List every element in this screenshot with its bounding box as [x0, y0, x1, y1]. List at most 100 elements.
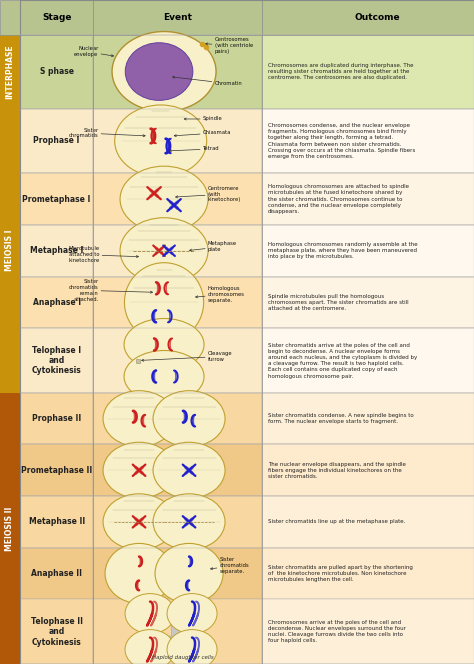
Bar [20, 599, 93, 664]
Ellipse shape [125, 594, 175, 633]
Text: MEIOSIS I: MEIOSIS I [6, 230, 14, 272]
Ellipse shape [103, 494, 175, 550]
Text: The nuclear envelope disappears, and the spindle
fibers engage the individual ki: The nuclear envelope disappears, and the… [268, 461, 406, 479]
Bar [0, 393, 20, 664]
Ellipse shape [125, 629, 175, 664]
Bar [262, 225, 474, 276]
Text: INTERPHASE: INTERPHASE [6, 44, 14, 99]
Text: Sister chromatids arrive at the poles of the cell and
begin to decondense. A nuc: Sister chromatids arrive at the poles of… [268, 343, 417, 378]
Ellipse shape [125, 42, 193, 100]
Bar [20, 496, 93, 548]
Text: Homologous
chromosomes
separate.: Homologous chromosomes separate. [196, 286, 245, 303]
Ellipse shape [125, 263, 204, 342]
Bar [20, 0, 474, 35]
Ellipse shape [153, 442, 225, 498]
Bar [262, 35, 474, 109]
Text: Homologous chromosomes are attached to spindle
microtubules at the fused kinetoc: Homologous chromosomes are attached to s… [268, 185, 409, 214]
Ellipse shape [153, 390, 225, 447]
Bar [262, 109, 474, 173]
Bar [93, 225, 262, 276]
Text: Sister chromatids are pulled apart by the shortening
of  the kinetochore microtu: Sister chromatids are pulled apart by th… [268, 564, 412, 582]
Bar [20, 548, 93, 599]
Bar [262, 599, 474, 664]
Ellipse shape [167, 594, 217, 633]
Polygon shape [168, 338, 187, 383]
Bar [262, 548, 474, 599]
Polygon shape [168, 555, 187, 592]
Ellipse shape [167, 629, 217, 664]
Bar [262, 328, 474, 393]
Text: Metaphase II: Metaphase II [28, 517, 85, 527]
Polygon shape [168, 284, 187, 320]
Text: Haploid daughter cells: Haploid daughter cells [152, 655, 213, 659]
Bar [93, 548, 262, 599]
Polygon shape [168, 118, 187, 163]
Text: S phase: S phase [40, 67, 73, 76]
Text: Chromosomes arrive at the poles of the cell and
decondense. Nuclear envelopes su: Chromosomes arrive at the poles of the c… [268, 620, 406, 643]
Text: Nuclear
envelope: Nuclear envelope [74, 46, 114, 57]
Text: Metaphase I: Metaphase I [30, 246, 83, 255]
Text: Telophase II
and
Cytokinesis: Telophase II and Cytokinesis [31, 617, 82, 647]
Ellipse shape [103, 442, 175, 498]
Bar [0, 0, 20, 35]
Bar [93, 276, 262, 328]
Bar [93, 496, 262, 548]
Text: Anaphase II: Anaphase II [31, 569, 82, 578]
Text: Sister
chromatids
separate.: Sister chromatids separate. [210, 557, 249, 574]
Bar [93, 444, 262, 496]
Bar [93, 109, 262, 173]
Ellipse shape [105, 543, 173, 604]
Text: Sister
chromatids
remain
attached.: Sister chromatids remain attached. [69, 279, 153, 301]
Text: Stage: Stage [42, 13, 72, 22]
Text: Microtubule
attached to
kinetochore: Microtubule attached to kinetochore [68, 246, 138, 263]
Text: Centromere
(with
kinetochore): Centromere (with kinetochore) [175, 186, 241, 203]
Text: Event: Event [163, 13, 192, 22]
Bar [262, 393, 474, 444]
Bar [20, 109, 93, 173]
Ellipse shape [155, 543, 223, 604]
Polygon shape [168, 609, 187, 654]
Bar [262, 276, 474, 328]
Text: Chromatin: Chromatin [173, 76, 242, 86]
Ellipse shape [115, 105, 207, 177]
Bar [20, 173, 93, 225]
Text: Sister chromatids line up at the metaphase plate.: Sister chromatids line up at the metapha… [268, 519, 405, 525]
Polygon shape [168, 400, 187, 437]
Bar [93, 393, 262, 444]
Bar [262, 496, 474, 548]
Text: Prophase II: Prophase II [32, 414, 81, 423]
Ellipse shape [103, 390, 175, 447]
Ellipse shape [124, 319, 204, 371]
Text: Spindle: Spindle [184, 116, 222, 122]
Bar [93, 35, 262, 109]
Ellipse shape [120, 218, 208, 284]
Bar [20, 225, 93, 276]
Text: Telophase I
and
Cytokinesis: Telophase I and Cytokinesis [32, 345, 82, 375]
Bar [93, 599, 262, 664]
Text: Tetrad: Tetrad [169, 147, 219, 152]
Text: Homologous chromosomes randomly assemble at the
metaphase plate, where they have: Homologous chromosomes randomly assemble… [268, 242, 417, 260]
Text: Chiasmata: Chiasmata [174, 131, 231, 137]
Text: Prometaphase I: Prometaphase I [22, 195, 91, 204]
Bar [93, 328, 262, 393]
Bar [20, 444, 93, 496]
Bar [136, 359, 140, 363]
Bar [262, 444, 474, 496]
Bar [20, 328, 93, 393]
Ellipse shape [153, 494, 225, 550]
Bar [93, 173, 262, 225]
Text: Anaphase I: Anaphase I [33, 298, 81, 307]
Ellipse shape [120, 166, 208, 232]
Bar [0, 109, 20, 393]
Text: Spindle microtubules pull the homologous
chromosomes apart. The sister chromatid: Spindle microtubules pull the homologous… [268, 293, 408, 311]
Text: Outcome: Outcome [355, 13, 401, 22]
Text: Cleavage
furrow: Cleavage furrow [142, 351, 232, 362]
Text: Chromosomes condense, and the nuclear envelope
fragments. Homologous chromosomes: Chromosomes condense, and the nuclear en… [268, 123, 415, 159]
Bar [0, 35, 20, 109]
Text: Prometaphase II: Prometaphase II [21, 465, 92, 475]
Text: Centrosomes
(with centriole
pairs): Centrosomes (with centriole pairs) [206, 37, 253, 54]
Polygon shape [168, 504, 187, 540]
Text: Chromosomes are duplicated during interphase. The
resulting sister chromatids ar: Chromosomes are duplicated during interp… [268, 63, 413, 80]
Polygon shape [168, 181, 187, 217]
Bar [20, 276, 93, 328]
